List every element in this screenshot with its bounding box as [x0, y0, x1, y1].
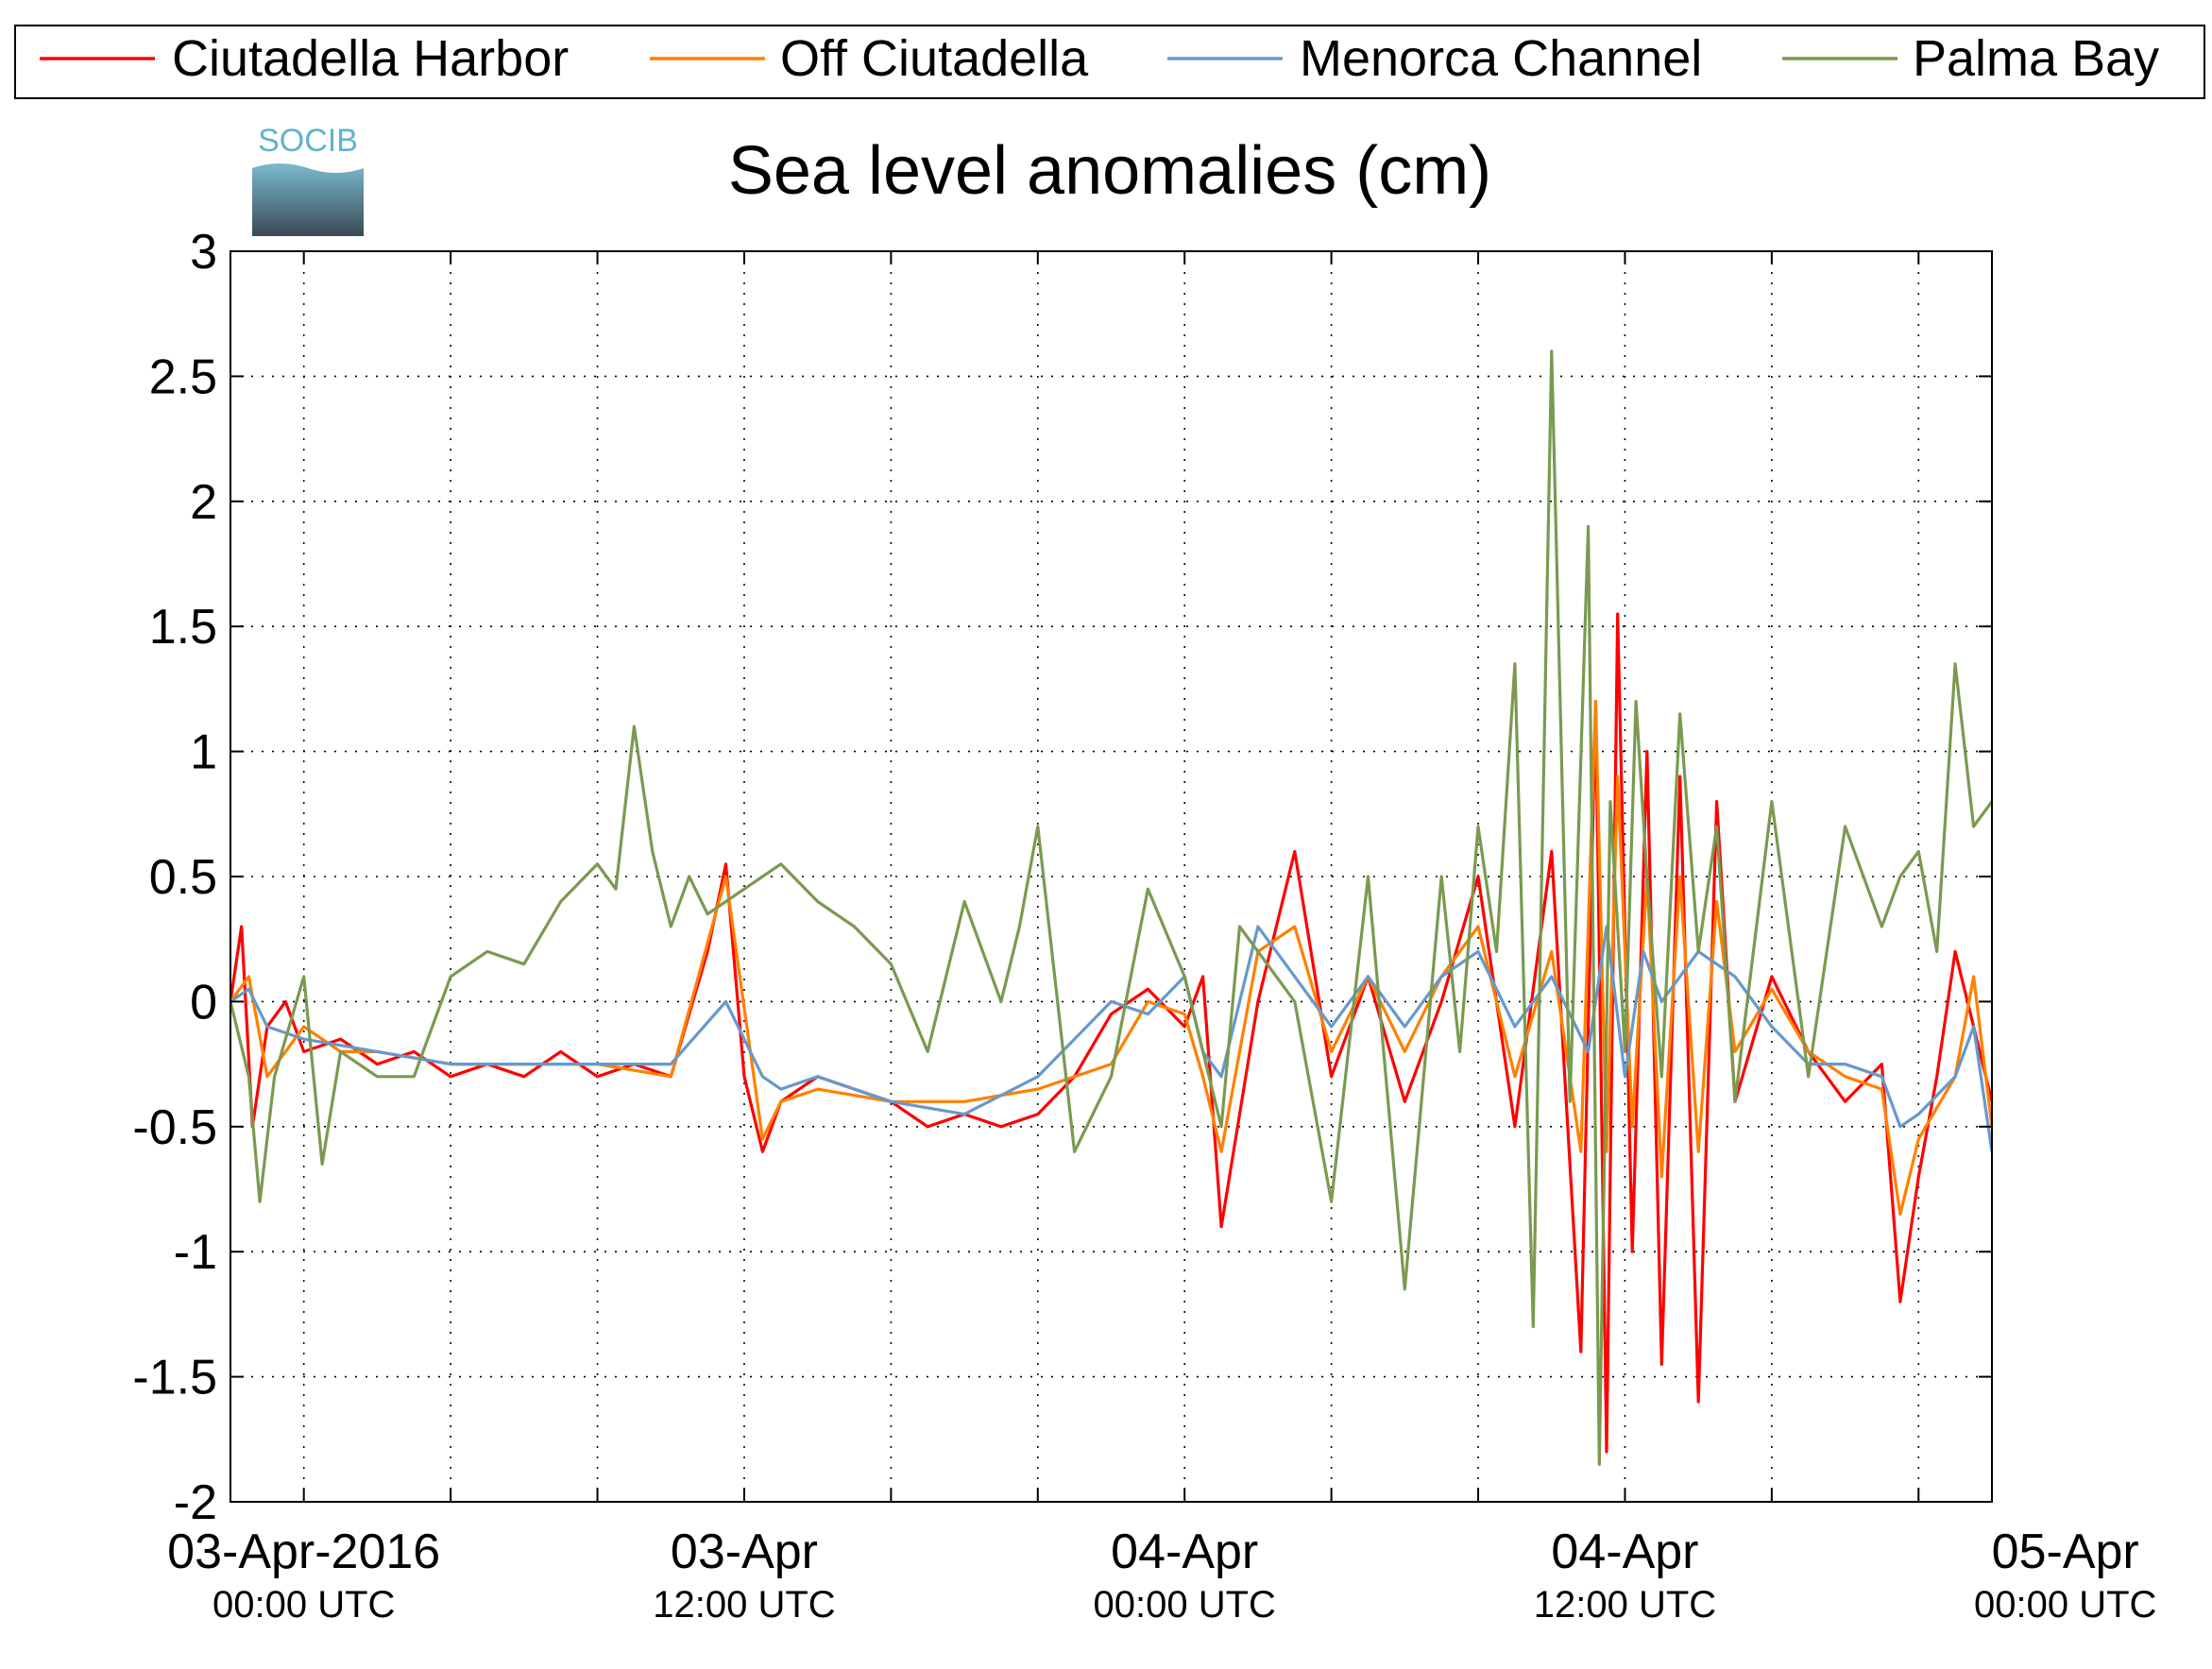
plot-area — [230, 251, 1992, 1502]
y-tick-label: -2 — [174, 1475, 217, 1530]
x-tick-sublabel: 00:00 UTC — [213, 1584, 395, 1626]
x-tick-label: 04-Apr — [1551, 1524, 1698, 1579]
legend-label: Palma Bay — [1913, 30, 2159, 87]
y-tick-label: 0 — [190, 975, 217, 1030]
y-tick-label: 2 — [190, 475, 217, 530]
y-tick-label: -0.5 — [132, 1100, 217, 1155]
y-tick-label: -1.5 — [132, 1351, 217, 1405]
chart-title: Sea level anomalies (cm) — [728, 133, 1491, 209]
series-line-4 — [230, 349, 1992, 1466]
ticks — [230, 250, 1992, 1503]
y-tick-label: 1 — [190, 725, 217, 780]
x-tick-label: 05-Apr — [1992, 1524, 2139, 1579]
series-lines — [230, 349, 1992, 1466]
y-tick-label: 2.5 — [149, 349, 217, 404]
x-tick-sublabel: 12:00 UTC — [653, 1584, 835, 1626]
x-tick-label: 03-Apr-2016 — [167, 1524, 440, 1579]
logo-text: SOCIB — [258, 123, 358, 159]
x-tick-sublabel: 00:00 UTC — [1974, 1584, 2156, 1626]
y-tick-labels: 3 2.5 2 1.5 1 0.5 0 -0.5 -1 -1.5 -2 — [132, 225, 217, 1530]
legend: Ciutadella Harbor Off Ciutadella Menorca C… — [14, 25, 2205, 99]
y-tick-label: 3 — [190, 225, 217, 280]
socib-logo: SOCIB — [252, 123, 364, 236]
x-tick-sublabel: 12:00 UTC — [1534, 1584, 1716, 1626]
legend-label: Menorca Channel — [1300, 30, 1702, 87]
y-tick-label: 1.5 — [149, 600, 217, 655]
legend-label: Ciutadella Harbor — [172, 30, 569, 87]
x-tick-label: 04-Apr — [1111, 1524, 1258, 1579]
y-tick-label: 0.5 — [149, 850, 217, 905]
series-line-3 — [230, 925, 1992, 1152]
x-tick-labels: 03-Apr-2016 00:00 UTC 03-Apr 12:00 UTC 04-Ap… — [167, 1524, 2156, 1626]
y-tick-label: -1 — [174, 1225, 217, 1280]
x-tick-label: 03-Apr — [671, 1524, 818, 1579]
x-tick-sublabel: 00:00 UTC — [1093, 1584, 1275, 1626]
legend-label: Off Ciutadella — [780, 30, 1089, 87]
